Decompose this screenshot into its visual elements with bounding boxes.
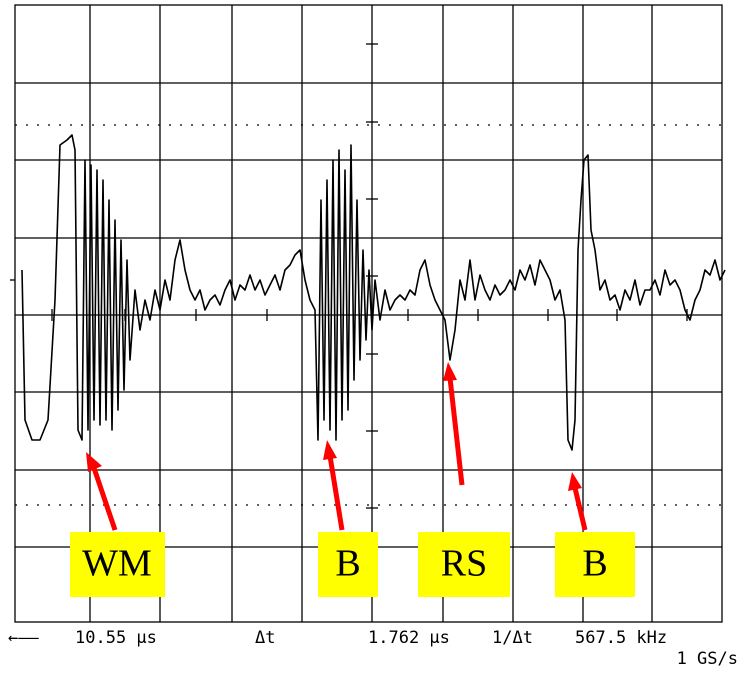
dotted-subdivisions <box>15 124 722 506</box>
waveform-trace <box>21 134 726 451</box>
annotation-label: B <box>582 543 607 585</box>
frequency-label: 1/Δt <box>492 628 533 648</box>
frequency-value: 567.5 kHz <box>575 628 667 648</box>
horizontal-divisions <box>15 82 722 548</box>
annotation-label: RS <box>441 543 487 585</box>
screen-border <box>14 4 723 623</box>
cursor-time: 10.55 µs <box>75 628 157 648</box>
readout: ←—— 10.55 µs Δt 1.762 µs 1/Δt 567.5 kHz … <box>8 628 738 669</box>
annotations: WM B RS B <box>70 532 635 597</box>
cursor-arrow: ←—— <box>8 628 39 648</box>
vertical-divisions <box>89 5 653 622</box>
annotation-label: B <box>335 543 360 585</box>
delta-value: 1.762 µs <box>368 628 450 648</box>
annotation-label: WM <box>82 543 152 585</box>
label-box <box>70 532 165 597</box>
delta-label: Δt <box>255 628 275 648</box>
arrows <box>86 362 588 531</box>
label-box <box>418 532 510 597</box>
sample-rate: 1 GS/s <box>677 649 738 669</box>
label-box <box>318 532 378 597</box>
label-box <box>555 532 635 597</box>
center-ticks <box>10 43 688 586</box>
